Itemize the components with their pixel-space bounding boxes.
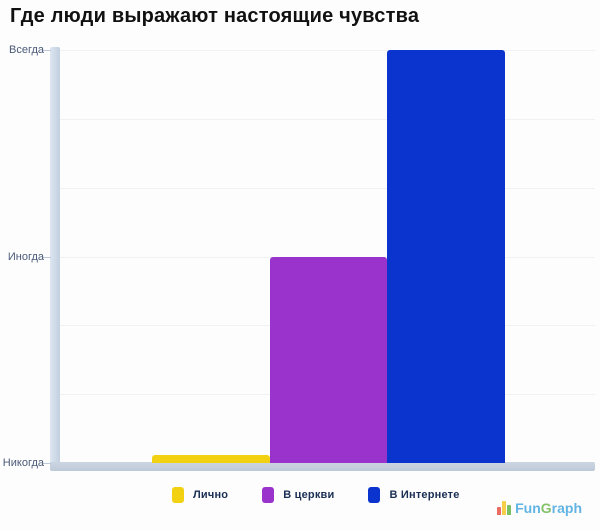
y-tick-mark (43, 50, 51, 51)
legend-item: Лично (172, 487, 228, 503)
chart-bar-1 (152, 454, 270, 463)
legend-label: Лично (193, 489, 229, 501)
legend-item: В церкви (262, 487, 334, 503)
legend-label: В Интернете (389, 489, 460, 501)
gridline (60, 118, 595, 120)
y-tick-label: Никогда (2, 457, 44, 469)
gridline (60, 187, 595, 189)
fungraph-logo-text: FunGraph (515, 500, 582, 516)
chart-title: Где люди выражают настоящие чувства (10, 5, 420, 27)
legend-label: В церкви (283, 489, 335, 501)
y-axis (50, 47, 60, 471)
chart-bar-3 (387, 50, 506, 463)
y-tick-label: Всегда (8, 44, 44, 56)
chart-bar-2 (269, 256, 388, 463)
y-tick-label: Иногда (7, 250, 44, 263)
y-tick-mark (43, 256, 51, 258)
chart-legend: Лично В церкви В Интернете (172, 487, 460, 503)
gridline (60, 50, 595, 51)
legend-swatch (368, 487, 381, 503)
fungraph-logo-icon (497, 501, 512, 515)
legend-item: В Интернете (368, 487, 459, 503)
x-axis (50, 462, 595, 471)
legend-swatch (172, 487, 184, 503)
y-tick-mark (43, 463, 51, 464)
fungraph-watermark: FunGraph (497, 501, 582, 515)
legend-swatch (262, 487, 275, 503)
